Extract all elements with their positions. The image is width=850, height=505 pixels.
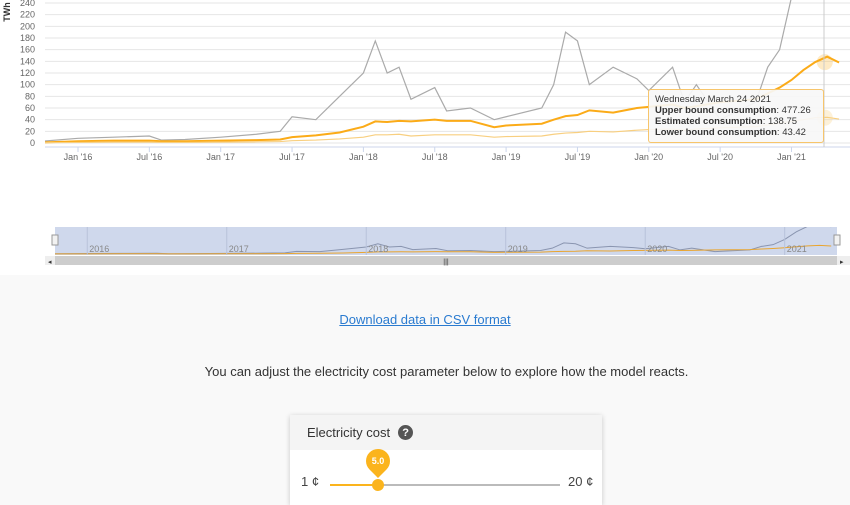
max-label: 20 ¢ [568,474,594,489]
hover-marker [816,54,833,71]
x-tick-label: Jan '18 [349,152,378,162]
explanation-text: You can adjust the electricity cost para… [204,364,689,379]
y-tick-label: 200 [20,21,35,31]
x-tick-label: Jan '17 [206,152,235,162]
slider-value: 5.0 [372,456,385,466]
y-tick-label: 240 [20,0,35,8]
tooltip-estimated-label: Estimated consumption [655,116,763,127]
navigator-handle[interactable] [833,234,841,246]
navigator-series [55,227,832,255]
x-tick-label: Jul '18 [422,152,448,162]
tooltip: Wednesday March 24 2021 Upper bound cons… [648,89,824,143]
x-tick-label: Jan '19 [492,152,521,162]
y-tick-label: 180 [20,33,35,43]
x-tick-label: Jul '20 [707,152,733,162]
x-tick-label: Jul '19 [565,152,591,162]
navigator-year-label: 2021 [787,244,807,254]
tooltip-estimated-value: 138.75 [767,116,798,127]
navigator[interactable]: 2016 2017 2018 2019 2020 2021 ||| ◂ ▸ [45,226,850,266]
navigator-year-label: 2016 [89,244,109,254]
x-tick-label: Jan '16 [64,152,93,162]
y-tick-label: 0 [30,138,35,148]
navigator-year-label: 2017 [229,244,249,254]
navigator-line [55,244,832,255]
consumption-chart: 0 20 40 60 80 100 120 140 160 180 200 220 240 Jan '1… [2,0,850,266]
y-tick-label: 20 [25,126,35,136]
tooltip-upper-value: 477.26 [781,105,811,116]
navigator-handle[interactable] [51,234,59,246]
tooltip-upper-label: Upper bound consumption [655,105,777,116]
y-tick-label: 160 [20,45,35,55]
help-icon[interactable]: ? [398,425,414,440]
tooltip-lower-value: 43.42 [782,127,806,138]
tooltip-date: Wednesday March 24 2021 [655,94,772,105]
y-tick-label: 60 [25,103,35,113]
scrollbar-grip-icon: ||| [443,259,449,266]
electricity-cost-panel: Electricity cost? 1 ¢ 20 ¢ 5.0 [290,415,602,505]
y-tick-label: 100 [20,80,35,90]
y-tick-label: 140 [20,56,35,66]
x-tick-label: Jul '17 [279,152,305,162]
min-label: 1 ¢ [301,474,320,489]
navigator-year-label: 2018 [368,244,388,254]
navigator-year-label: 2020 [647,244,667,254]
y-tick-label: 80 [25,91,35,101]
tooltip-lower-label: Lower bound consumption [655,127,777,138]
y-tick-label: 40 [25,115,35,125]
panel-title: Electricity cost [307,425,391,440]
y-tick-label: 120 [20,68,35,78]
x-tick-label: Jan '20 [634,152,663,162]
scroll-left-arrow-icon[interactable]: ◂ [48,259,52,266]
y-axis-label: TWh [2,2,12,22]
download-csv-link[interactable]: Download data in CSV format [339,312,511,327]
cost-slider-fill [330,484,379,486]
x-tick-label: Jul '16 [136,152,162,162]
navigator-year-label: 2019 [508,244,528,254]
cost-slider-thumb[interactable] [372,479,385,491]
x-tick-label: Jan '21 [777,152,806,162]
y-tick-label: 220 [20,10,35,20]
scroll-right-arrow-icon[interactable]: ▸ [840,259,844,266]
scrollbar-thumb[interactable] [55,256,837,265]
cost-slider-track[interactable] [330,484,560,486]
